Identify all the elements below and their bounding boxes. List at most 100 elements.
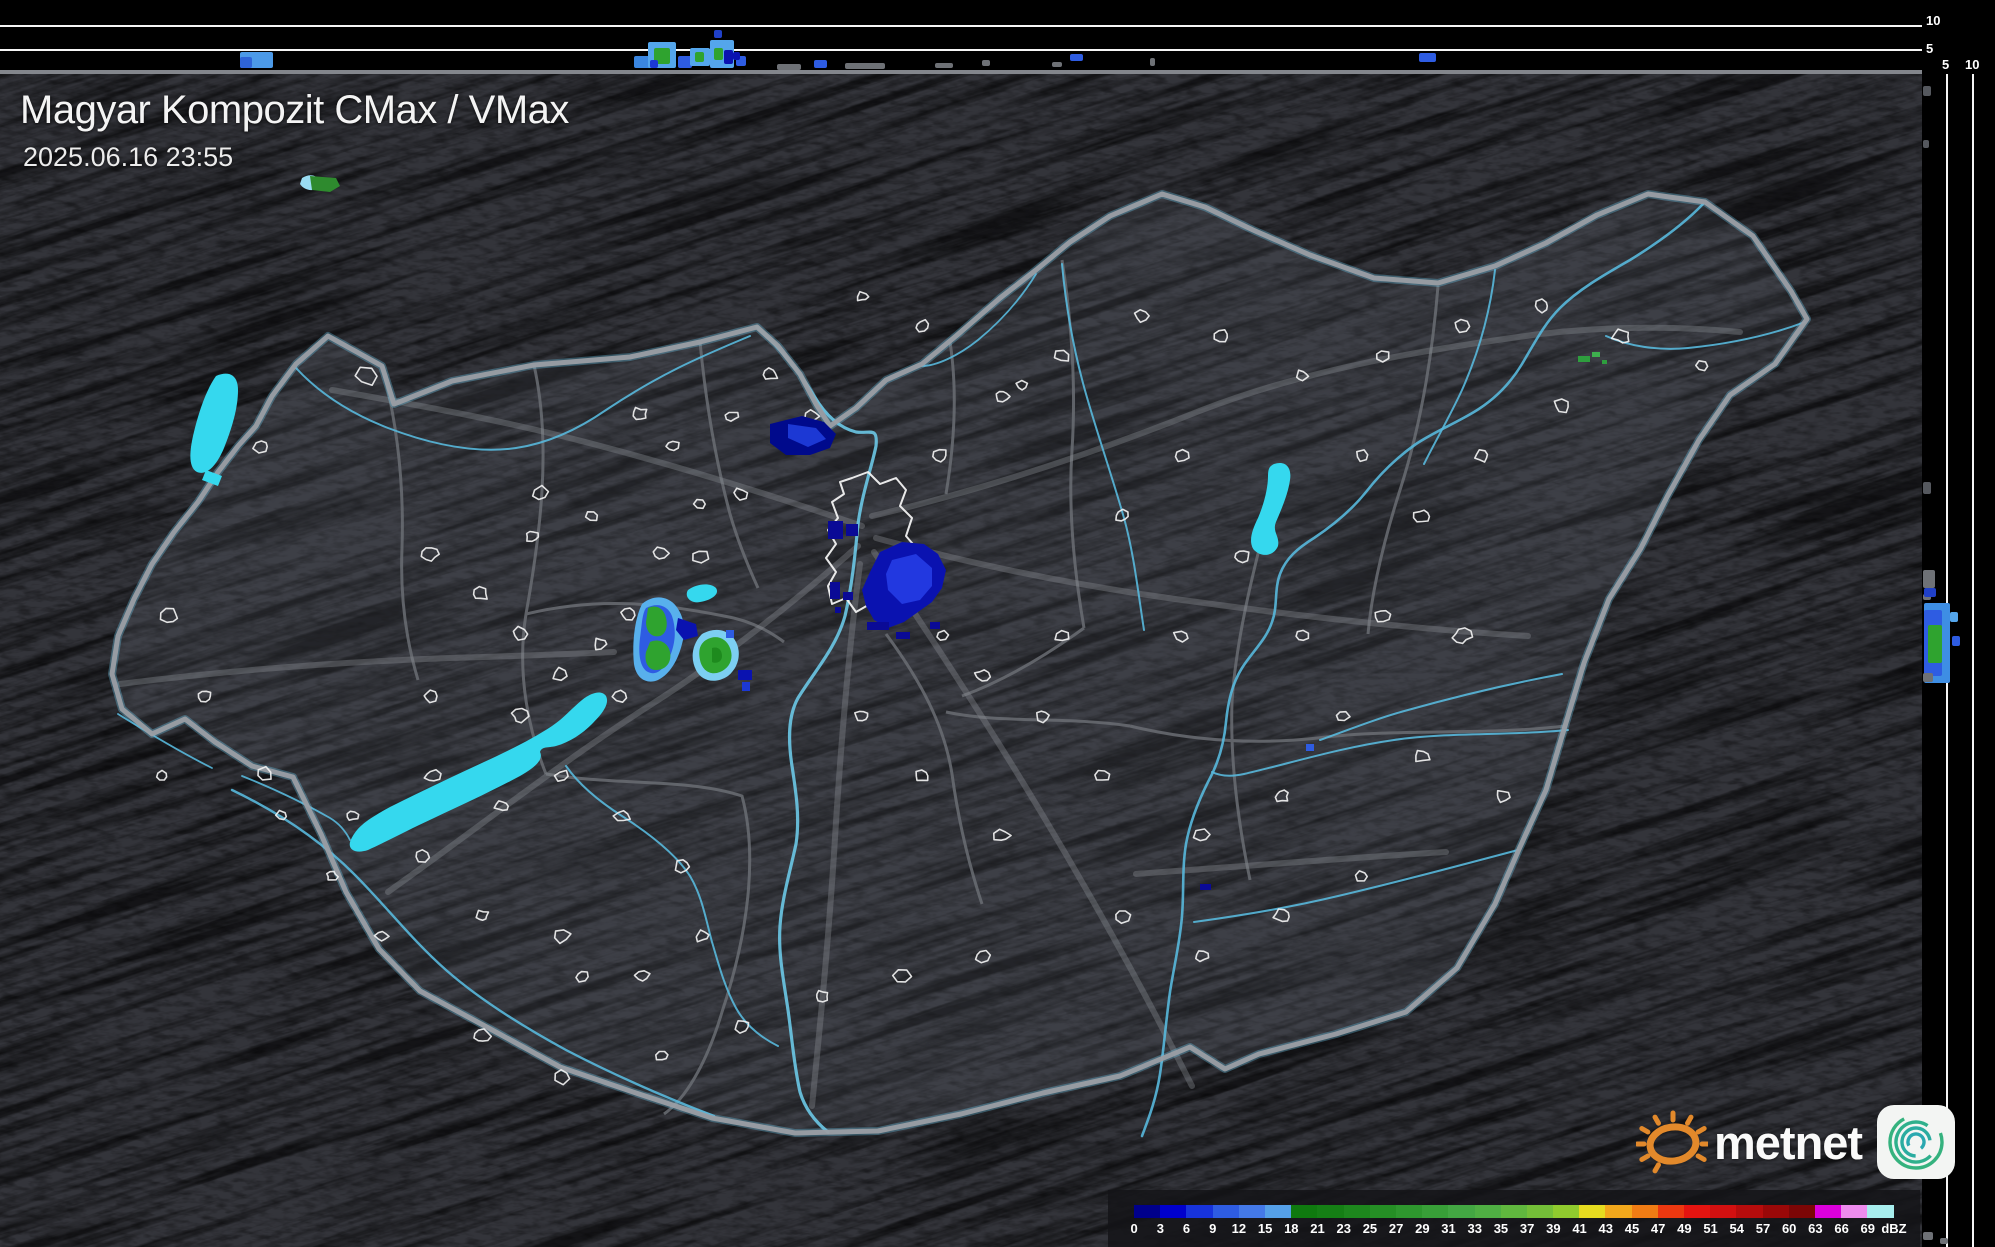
settlement	[553, 769, 569, 783]
height-axis-tick-10: 10	[1926, 13, 1941, 28]
radar-echo	[712, 647, 722, 663]
radar-echo	[896, 632, 910, 639]
profile-echo	[1928, 625, 1942, 663]
lake-balaton	[349, 692, 608, 852]
dbz-swatch	[1160, 1205, 1187, 1218]
profile-echo	[1923, 673, 1933, 682]
profile-echo	[1923, 482, 1931, 494]
settlement	[992, 828, 1012, 842]
settlement	[584, 510, 599, 522]
dbz-label: 39	[1546, 1221, 1561, 1236]
settlement	[575, 970, 589, 983]
settlement	[1295, 369, 1310, 382]
settlement	[475, 909, 490, 922]
dbz-label: 33	[1467, 1221, 1482, 1236]
settlement	[252, 440, 269, 454]
profile-echo	[650, 60, 658, 68]
settlement	[415, 848, 431, 863]
settlement	[1053, 349, 1070, 362]
settlement	[1553, 398, 1569, 414]
profile-echo	[1923, 570, 1935, 588]
settlement	[674, 858, 691, 874]
vertical-profile-top-strip	[0, 0, 1922, 70]
dbz-swatch	[1657, 1205, 1685, 1218]
radar-echo	[930, 622, 940, 629]
dbz-label: 31	[1441, 1221, 1456, 1236]
sun-icon	[1636, 1110, 1708, 1174]
dbz-label: 3	[1156, 1221, 1164, 1236]
settlement	[553, 929, 572, 945]
settlement	[346, 810, 360, 822]
settlement	[354, 366, 378, 387]
dbz-swatch	[1762, 1205, 1789, 1218]
settlement	[915, 769, 929, 782]
radar-echo	[676, 618, 698, 640]
profile-echo	[982, 60, 990, 66]
radar-echo	[1200, 884, 1211, 890]
settlement	[891, 968, 913, 983]
dbz-label: 21	[1310, 1221, 1325, 1236]
dbz-swatch	[1553, 1205, 1580, 1218]
settlement	[159, 607, 179, 624]
profile-echo	[1923, 86, 1931, 96]
dbz-swatch	[1212, 1205, 1239, 1218]
settlement	[1295, 629, 1310, 642]
settlement	[1195, 950, 1210, 963]
settlement	[695, 929, 710, 943]
settlement	[1534, 298, 1549, 314]
dbz-label: 51	[1703, 1221, 1718, 1236]
settlement	[974, 949, 992, 964]
dbz-swatch	[1343, 1205, 1370, 1218]
dbz-label: 23	[1336, 1221, 1351, 1236]
settlement	[473, 1028, 493, 1042]
dbz-swatch	[1134, 1205, 1161, 1218]
dbz-label: 54	[1729, 1221, 1744, 1236]
settlement	[1054, 629, 1070, 642]
dbz-label: 57	[1755, 1221, 1771, 1236]
profile-echo	[1924, 588, 1936, 597]
settlement	[692, 498, 707, 510]
profile-map-separator-horizontal	[0, 70, 1922, 74]
radar-echo	[1578, 356, 1590, 362]
settlement	[1133, 309, 1150, 324]
settlement	[915, 318, 930, 333]
profile-echo	[733, 52, 740, 60]
settlement	[1272, 908, 1290, 923]
dbz-label: 9	[1209, 1221, 1217, 1236]
profile-echo	[695, 52, 704, 62]
dbz-label: 25	[1362, 1221, 1378, 1236]
lake-velence	[686, 584, 718, 603]
dbz-label: 47	[1650, 1221, 1666, 1236]
settlement	[1412, 509, 1431, 523]
radar-echo	[310, 176, 340, 192]
settlement	[552, 666, 568, 682]
dbz-label: 69	[1860, 1221, 1876, 1236]
settlement	[1356, 449, 1369, 463]
dbz-swatch	[1631, 1205, 1658, 1218]
settlement	[1036, 710, 1050, 724]
radar-echo	[886, 554, 932, 604]
dbz-swatch	[1448, 1205, 1475, 1218]
dbz-swatch	[1710, 1205, 1737, 1218]
profile-echo	[714, 48, 723, 60]
settlement	[931, 448, 947, 463]
profile-echo	[1419, 53, 1436, 62]
dbz-label: 6	[1182, 1221, 1191, 1236]
settlement	[1451, 627, 1474, 645]
radar-echo	[1592, 352, 1600, 357]
profile-echo	[678, 56, 692, 68]
lake-ferto-tail	[202, 470, 222, 486]
dbz-swatch	[1186, 1205, 1213, 1218]
metnet-logo[interactable]: metnet	[1636, 1104, 1956, 1180]
radar-echo	[830, 582, 840, 599]
height-axis-tick-5: 5	[1926, 41, 1934, 56]
settlement	[510, 707, 530, 724]
settlement	[1115, 910, 1132, 925]
settlement	[654, 1050, 669, 1061]
radar-echo	[843, 592, 853, 600]
dbz-swatch	[1238, 1205, 1266, 1218]
settlement	[620, 607, 636, 621]
dbz-swatch	[1526, 1205, 1554, 1218]
profile-echo	[1052, 62, 1062, 67]
